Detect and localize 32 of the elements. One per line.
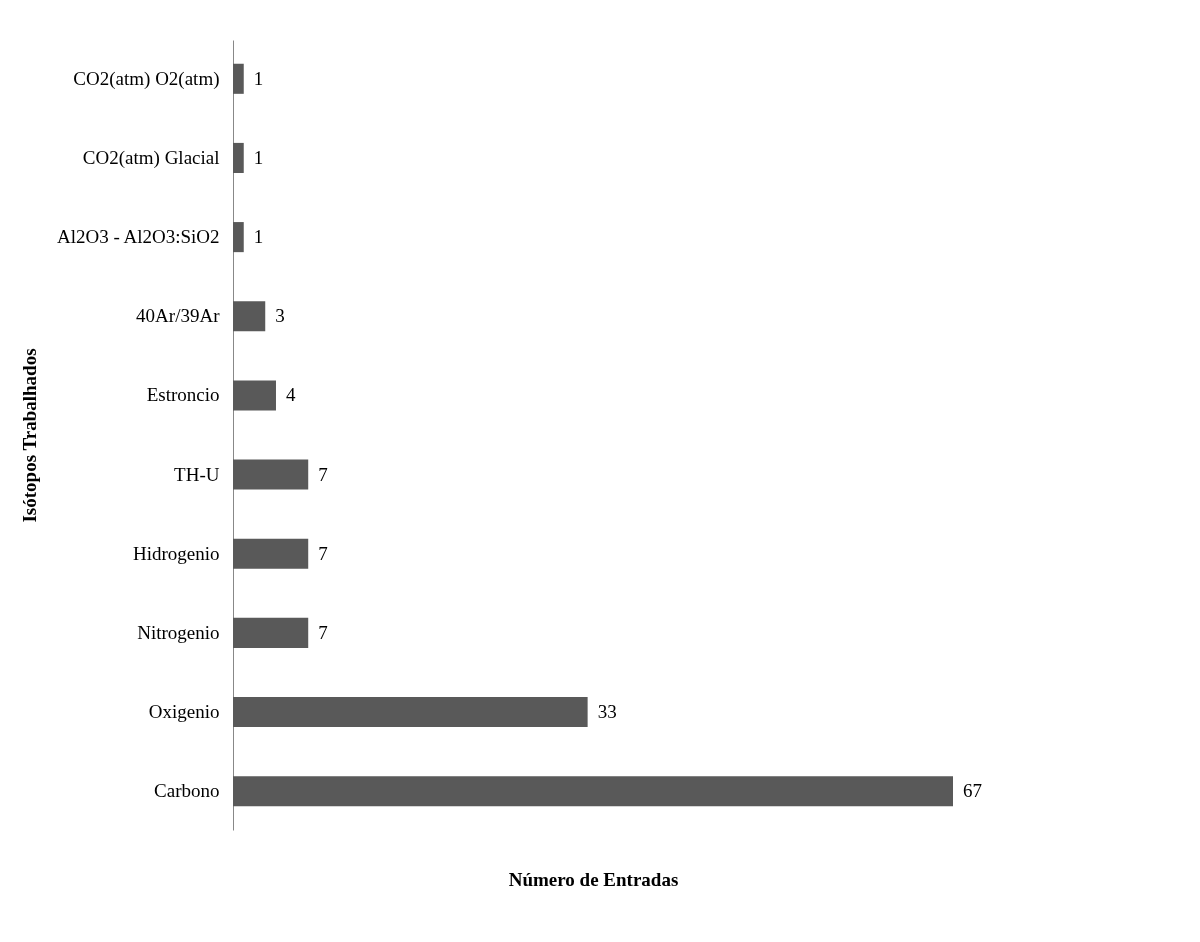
bar [233, 776, 953, 807]
bar [233, 222, 244, 253]
y-tick-label: TH-U [174, 463, 220, 485]
y-tick-label: Al2O3 - Al2O3:SiO2 [56, 226, 220, 248]
y-tick-label: CO2(atm) Glacial [82, 146, 220, 169]
bar [233, 301, 266, 332]
data-label: 33 [597, 701, 617, 723]
data-label: 7 [318, 542, 328, 564]
y-tick-label: CO2(atm) O2(atm) [73, 67, 220, 90]
y-tick-label: Hidrogenio [132, 542, 220, 564]
data-label: 7 [318, 463, 328, 485]
data-label: 7 [318, 621, 328, 643]
y-tick-label: Estroncio [146, 384, 220, 406]
data-label: 67 [963, 780, 982, 802]
bar [233, 697, 588, 728]
bar [233, 617, 309, 648]
y-tick-label: Nitrogenio [137, 621, 220, 643]
data-label: 3 [275, 305, 285, 327]
x-axis-title: Número de Entradas [508, 868, 679, 890]
bar [233, 142, 244, 173]
data-label: 1 [253, 67, 264, 89]
y-axis-title: Isótopos Trabalhados [18, 348, 40, 523]
bar [233, 459, 309, 490]
y-tick-label: Carbono [154, 780, 220, 802]
bar [233, 380, 276, 411]
y-tick-label: Oxigenio [148, 701, 220, 723]
y-tick-label: 40Ar/39Ar [136, 305, 221, 327]
data-label: 1 [253, 226, 264, 248]
data-label: 4 [285, 384, 296, 406]
bar [233, 63, 244, 94]
bar [233, 538, 309, 569]
data-label: 1 [253, 146, 264, 168]
